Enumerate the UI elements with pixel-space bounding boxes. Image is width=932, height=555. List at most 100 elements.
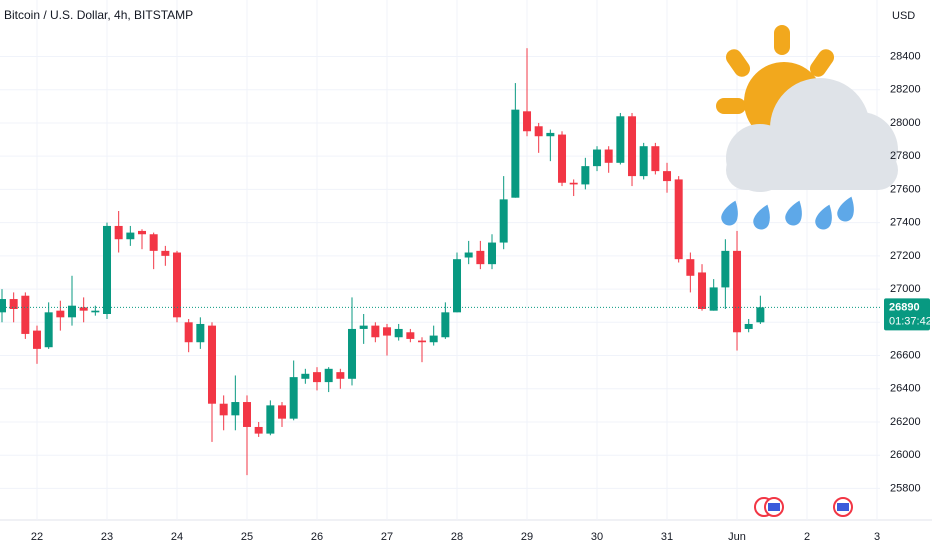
candle-body <box>79 307 88 311</box>
candle-body <box>698 272 707 310</box>
x-tick-label: 29 <box>521 531 533 543</box>
candle-body <box>406 332 415 339</box>
y-tick-label: 26400 <box>890 383 921 395</box>
candle-body <box>161 250 170 256</box>
candle-body <box>441 312 450 338</box>
candle-body <box>709 287 718 311</box>
candle-body <box>511 109 520 198</box>
currency: USD <box>892 10 915 22</box>
candle-body <box>453 259 462 313</box>
y-tick-label: 28000 <box>890 117 921 129</box>
chart-title: Bitcoin / U.S. Dollar, 4h, BITSTAMP <box>4 8 193 22</box>
candle-body <box>534 126 543 137</box>
candle-body <box>639 146 648 177</box>
candle-body <box>569 182 578 185</box>
candle-body <box>103 225 112 314</box>
candle-body <box>9 299 18 310</box>
candle-body <box>138 230 147 235</box>
y-tick-label: 26200 <box>890 416 921 428</box>
candle-body <box>219 403 228 416</box>
weather-icon <box>716 25 898 230</box>
candle-body <box>674 179 683 260</box>
candle-body <box>196 323 205 343</box>
candle-body <box>383 327 392 336</box>
candle-body <box>91 310 100 313</box>
y-tick-label: 25800 <box>890 482 921 494</box>
candle-body <box>593 149 602 167</box>
candle-body <box>301 373 310 379</box>
y-tick-label: 28200 <box>890 84 921 96</box>
candle-body <box>231 402 240 416</box>
candle-body <box>21 295 30 334</box>
y-tick-label: 26600 <box>890 349 921 361</box>
candle-body <box>604 149 613 163</box>
candle-body <box>686 259 695 276</box>
candle-body <box>68 305 77 318</box>
x-tick-label: 31 <box>661 531 673 543</box>
candle-body <box>663 171 672 182</box>
countdown-label: 01:37:42 <box>889 315 932 327</box>
candle-body <box>149 234 158 251</box>
x-tick-label: 22 <box>31 531 43 543</box>
candle-body <box>44 312 53 348</box>
candle-body <box>546 132 555 137</box>
y-tick-label: 28400 <box>890 50 921 62</box>
candle-body <box>56 310 65 318</box>
candle-body <box>336 372 345 379</box>
y-tick-label: 27400 <box>890 217 921 229</box>
x-tick-label: 2 <box>804 531 810 543</box>
candle-body <box>348 328 357 379</box>
y-tick-label: 27800 <box>890 150 921 162</box>
candle-body <box>418 340 427 343</box>
event-icons[interactable] <box>754 497 853 517</box>
candle-body <box>243 402 252 427</box>
candle-body <box>628 116 637 177</box>
candle-body <box>371 325 380 338</box>
candle-body <box>289 377 298 419</box>
x-tick-label: 25 <box>241 531 253 543</box>
x-tick-label: 24 <box>171 531 183 543</box>
candle-body <box>254 426 263 434</box>
candle-body <box>359 325 368 329</box>
last-price-label: 26890 <box>889 301 920 313</box>
candle-body <box>324 368 333 383</box>
candle-body <box>313 372 322 383</box>
candle-body <box>184 322 193 343</box>
candle-body <box>266 405 275 434</box>
candle-body <box>744 323 753 329</box>
x-tick-label: 27 <box>381 531 393 543</box>
y-tick-label: 27000 <box>890 283 921 295</box>
candle-body <box>114 225 123 240</box>
candle-body <box>278 405 287 419</box>
last-price-tag <box>884 298 930 331</box>
x-tick-label: 23 <box>101 531 113 543</box>
candle-body <box>464 252 473 258</box>
candle-body <box>126 232 135 240</box>
y-tick-label: 27600 <box>890 183 921 195</box>
x-tick-label: Jun <box>728 531 746 543</box>
x-tick-label: 28 <box>451 531 463 543</box>
candle-body <box>581 166 590 185</box>
candle-body <box>721 250 730 288</box>
candle-body <box>616 116 625 163</box>
x-tick-label: 26 <box>311 531 323 543</box>
candle-body <box>558 134 567 183</box>
candle-body <box>0 299 6 313</box>
y-tick-label: 26000 <box>890 449 921 461</box>
candle-body <box>394 328 403 338</box>
x-tick-label: 30 <box>591 531 603 543</box>
candle-body <box>33 330 42 349</box>
candle-body <box>476 250 485 265</box>
candle-body <box>429 335 438 343</box>
candle-body <box>651 146 660 172</box>
candle-body <box>756 307 765 323</box>
x-tick-label: 3 <box>874 531 880 543</box>
y-tick-label: 27200 <box>890 250 921 262</box>
candle-body <box>173 252 182 318</box>
candle-body <box>488 242 497 265</box>
candle-body <box>208 325 217 404</box>
candle-body <box>499 199 508 243</box>
candle-body <box>523 111 532 132</box>
candle-body <box>733 250 742 333</box>
